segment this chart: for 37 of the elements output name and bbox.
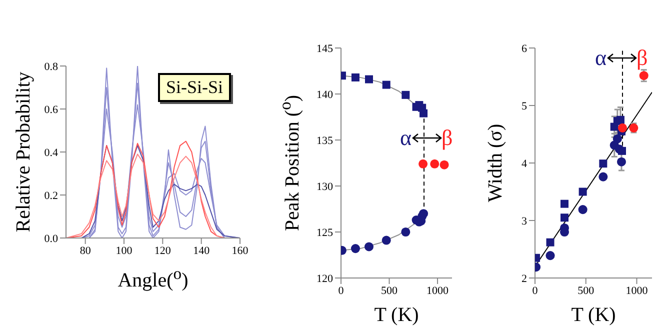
y-tick-label: 2: [522, 272, 527, 285]
y-tick-label: 4: [522, 158, 528, 170]
x-tick-label: 500: [381, 284, 398, 297]
x-tick-label: 160: [232, 244, 249, 257]
y-tick-label: 5: [522, 100, 528, 112]
x-tick-label: 120: [154, 244, 172, 257]
annotation: α: [400, 125, 412, 150]
y-tick-label: 130: [316, 180, 334, 193]
x-axis-title: T (K): [570, 304, 617, 326]
annotation: α: [595, 45, 607, 70]
y-tick-label: 6: [522, 42, 528, 55]
x-tick-label: 1000: [426, 284, 450, 297]
x-tick-label: 80: [80, 244, 92, 257]
x-tick-label: 500: [578, 284, 595, 297]
y-tick-label: 0.0: [44, 232, 58, 245]
y-tick-label: 145: [316, 42, 334, 55]
y-tick-label: 135: [316, 134, 334, 147]
y-tick-label: 0.8: [44, 60, 58, 73]
y-tick-label: 0.4: [44, 146, 58, 159]
x-tick-label: 0: [338, 284, 344, 297]
x-axis-title: Angle($^{o}$): [116, 264, 190, 293]
y-tick-label: 125: [316, 226, 334, 239]
x-tick-label: 0: [532, 284, 538, 297]
y-tick-label: 3: [522, 215, 528, 228]
y-axis-title: Relative Probability: [12, 72, 36, 232]
x-tick-label: 100: [116, 244, 133, 257]
annotation: β: [442, 125, 453, 150]
annotation: β: [636, 45, 648, 70]
y-axis-title: Width (σ): [484, 124, 508, 202]
annotation: Si-Si-Si: [158, 73, 232, 102]
x-tick-label: 140: [193, 244, 210, 257]
y-tick-label: 120: [316, 272, 334, 285]
x-axis-title: T (K): [373, 304, 420, 326]
y-tick-label: 140: [316, 88, 334, 101]
y-tick-label: 0.2: [44, 190, 58, 202]
y-tick-label: 0.6: [44, 104, 58, 116]
x-tick-label: 1000: [626, 284, 648, 297]
